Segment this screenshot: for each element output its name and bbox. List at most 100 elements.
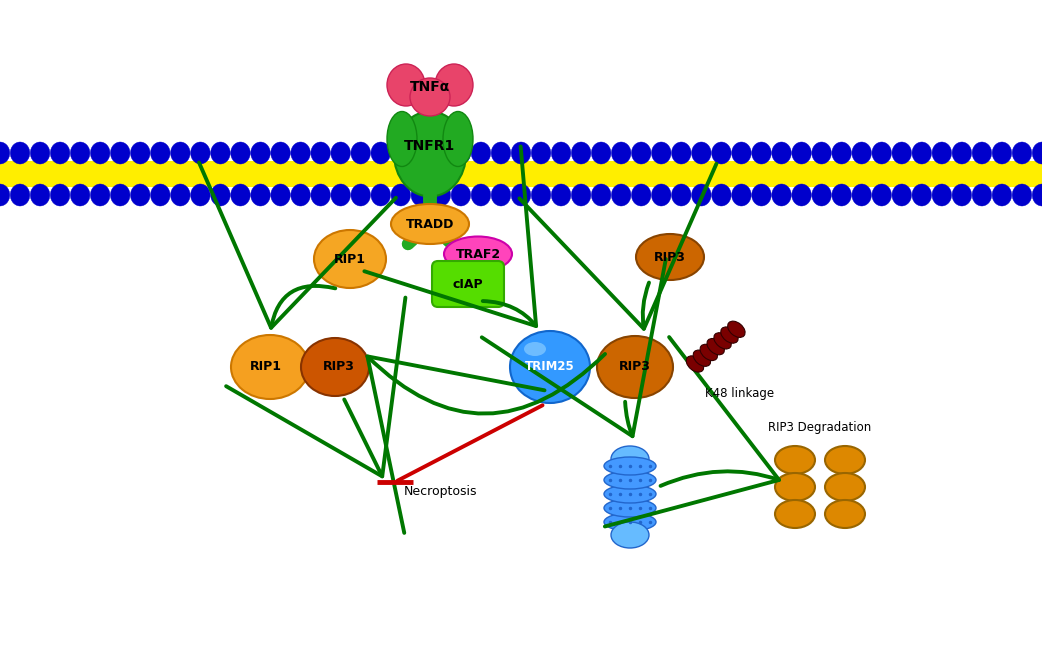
Ellipse shape — [972, 142, 992, 164]
Ellipse shape — [772, 184, 791, 206]
Ellipse shape — [91, 142, 110, 164]
Ellipse shape — [775, 473, 815, 501]
Ellipse shape — [892, 142, 912, 164]
Ellipse shape — [872, 184, 892, 206]
FancyBboxPatch shape — [432, 261, 504, 307]
Ellipse shape — [611, 522, 649, 548]
Ellipse shape — [91, 184, 110, 206]
Ellipse shape — [451, 142, 471, 164]
Ellipse shape — [992, 142, 1012, 164]
Ellipse shape — [230, 184, 250, 206]
Ellipse shape — [371, 184, 391, 206]
Ellipse shape — [727, 321, 745, 338]
Ellipse shape — [631, 142, 651, 164]
Ellipse shape — [612, 142, 631, 164]
Ellipse shape — [692, 184, 711, 206]
Ellipse shape — [191, 142, 210, 164]
Ellipse shape — [371, 142, 391, 164]
Ellipse shape — [631, 184, 651, 206]
Ellipse shape — [291, 184, 311, 206]
Ellipse shape — [130, 142, 150, 164]
Ellipse shape — [311, 184, 330, 206]
Ellipse shape — [171, 184, 190, 206]
Ellipse shape — [932, 142, 951, 164]
Ellipse shape — [435, 64, 473, 106]
Ellipse shape — [832, 142, 851, 164]
Ellipse shape — [872, 142, 892, 164]
Ellipse shape — [772, 142, 791, 164]
Ellipse shape — [251, 184, 270, 206]
Ellipse shape — [30, 142, 50, 164]
Text: RIP1: RIP1 — [250, 361, 282, 374]
FancyArrowPatch shape — [368, 354, 605, 533]
Ellipse shape — [331, 184, 350, 206]
Ellipse shape — [604, 513, 656, 531]
Ellipse shape — [825, 446, 865, 474]
Ellipse shape — [210, 184, 230, 206]
Ellipse shape — [751, 184, 771, 206]
Ellipse shape — [892, 184, 912, 206]
Ellipse shape — [592, 142, 611, 164]
Ellipse shape — [311, 142, 330, 164]
Ellipse shape — [331, 142, 350, 164]
Ellipse shape — [1012, 184, 1032, 206]
Ellipse shape — [972, 184, 992, 206]
Text: RIP3: RIP3 — [619, 361, 651, 374]
Ellipse shape — [491, 142, 511, 164]
Ellipse shape — [231, 335, 309, 399]
Ellipse shape — [651, 184, 671, 206]
Ellipse shape — [531, 142, 551, 164]
Ellipse shape — [992, 184, 1012, 206]
Ellipse shape — [431, 142, 450, 164]
Text: RIP3: RIP3 — [654, 250, 686, 263]
Ellipse shape — [952, 184, 971, 206]
Text: Ub: Ub — [747, 311, 763, 321]
Ellipse shape — [391, 142, 411, 164]
Ellipse shape — [30, 184, 50, 206]
Ellipse shape — [700, 344, 718, 361]
Ellipse shape — [71, 184, 90, 206]
Ellipse shape — [731, 184, 751, 206]
Ellipse shape — [604, 457, 656, 475]
Ellipse shape — [731, 142, 751, 164]
FancyArrowPatch shape — [365, 147, 537, 326]
Ellipse shape — [604, 499, 656, 517]
Ellipse shape — [387, 111, 417, 166]
FancyArrowPatch shape — [519, 164, 717, 329]
Ellipse shape — [171, 142, 190, 164]
Ellipse shape — [636, 234, 704, 280]
Ellipse shape — [391, 184, 411, 206]
Ellipse shape — [251, 142, 270, 164]
Text: TNFR1: TNFR1 — [404, 139, 455, 153]
Ellipse shape — [597, 336, 673, 398]
Ellipse shape — [411, 142, 430, 164]
Ellipse shape — [832, 184, 851, 206]
Ellipse shape — [512, 142, 530, 164]
Text: TRAF2: TRAF2 — [455, 248, 500, 261]
Ellipse shape — [471, 142, 491, 164]
Ellipse shape — [271, 184, 291, 206]
Ellipse shape — [571, 142, 591, 164]
Text: RIP3: RIP3 — [323, 361, 355, 374]
Ellipse shape — [351, 142, 371, 164]
Ellipse shape — [191, 184, 210, 206]
Ellipse shape — [10, 142, 30, 164]
Ellipse shape — [932, 184, 951, 206]
Ellipse shape — [71, 142, 90, 164]
Ellipse shape — [130, 184, 150, 206]
Ellipse shape — [10, 184, 30, 206]
Ellipse shape — [692, 142, 711, 164]
Ellipse shape — [443, 111, 473, 166]
Ellipse shape — [1033, 184, 1042, 206]
Ellipse shape — [775, 500, 815, 528]
Ellipse shape — [775, 446, 815, 474]
FancyArrowPatch shape — [605, 337, 779, 526]
Ellipse shape — [531, 184, 551, 206]
FancyBboxPatch shape — [0, 161, 1042, 187]
Ellipse shape — [150, 142, 170, 164]
Ellipse shape — [410, 78, 450, 116]
Ellipse shape — [291, 142, 311, 164]
Ellipse shape — [852, 184, 871, 206]
Ellipse shape — [852, 142, 871, 164]
Ellipse shape — [751, 142, 771, 164]
